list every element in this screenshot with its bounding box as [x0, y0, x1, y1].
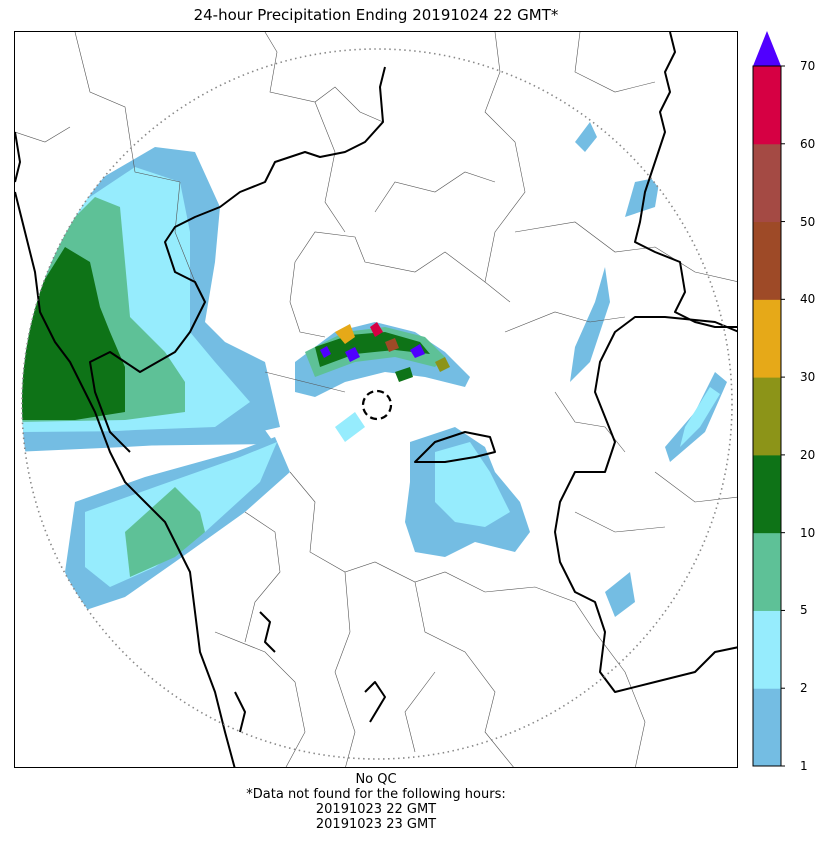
map-title: 24-hour Precipitation Ending 20191024 22… — [193, 6, 559, 24]
convective-band — [295, 322, 470, 442]
district-boundaries — [15, 32, 737, 767]
colorbar-tick-label: 10 — [800, 525, 816, 540]
radar-site-marker — [361, 389, 393, 421]
missing-hour-2: 20191023 23 GMT — [315, 817, 437, 832]
missing-hour-1: 20191023 22 GMT — [315, 802, 437, 817]
precipitation-layer — [22, 122, 727, 617]
colorbar-bin-8 — [753, 66, 781, 145]
precip-colorbar — [752, 31, 785, 767]
colorbar-bin-1 — [753, 610, 781, 689]
colorbar-bin-4 — [753, 377, 781, 456]
colorbar-bin-7 — [753, 143, 781, 223]
colorbar-extend-arrow — [753, 31, 781, 66]
missing-data-note: *Data not found for the following hours: — [246, 787, 506, 802]
colorbar-tick-label: 40 — [800, 292, 816, 307]
colorbar-tick-label: 20 — [800, 447, 816, 462]
colorbar-bin-5 — [753, 299, 781, 378]
colorbar-tick-label: 70 — [800, 59, 816, 73]
map-canvas — [15, 32, 737, 767]
state-boundaries — [15, 32, 737, 767]
colorbar-bin-2 — [753, 532, 781, 611]
colorbar-tick-label: 30 — [800, 370, 816, 385]
colorbar-tick-label: 60 — [800, 136, 816, 151]
radar-range-ring — [21, 48, 733, 760]
colorbar-tick-label: 5 — [800, 603, 808, 618]
colorbar-bin-3 — [753, 454, 781, 534]
colorbar-bin-0 — [753, 688, 781, 767]
colorbar-bin-6 — [753, 221, 781, 300]
colorbar-tick-label: 1 — [800, 759, 808, 773]
footer-notes: No QC *Data not found for the following … — [14, 772, 738, 832]
colorbar-tick-label: 50 — [800, 214, 816, 229]
radar-map[interactable] — [14, 31, 738, 768]
qc-label: No QC — [355, 772, 397, 787]
colorbar-tick-label: 2 — [800, 681, 808, 696]
